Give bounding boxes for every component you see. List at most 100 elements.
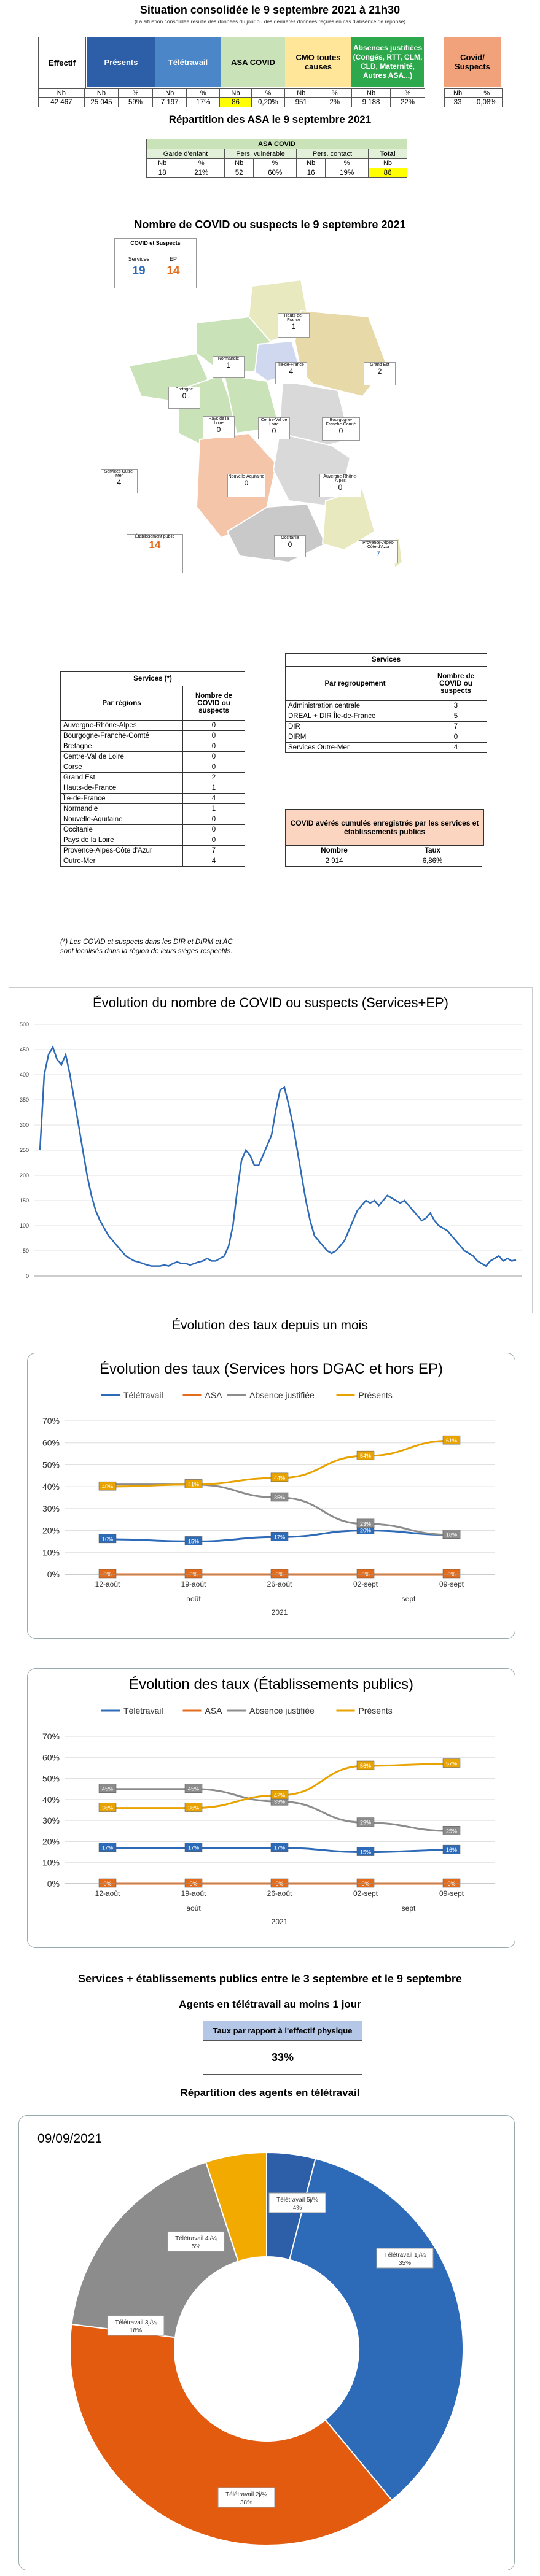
map-box-value: 0	[216, 425, 221, 434]
row-label: Outre-Mer	[60, 856, 183, 867]
data-label-text: 15%	[360, 1849, 371, 1855]
asa-header: ASA COVID	[221, 37, 285, 87]
data-label: 0%	[98, 1569, 117, 1579]
donut-label-text: Télétravail 4j/¼	[175, 2235, 217, 2242]
data-label-box	[356, 1569, 375, 1579]
table-row: DREAL + DIR Île-de-France 5	[285, 711, 487, 722]
taux-section-title: Évolution des taux depuis un mois	[172, 1318, 368, 1332]
cmo-header: CMO toutes causes	[285, 37, 351, 87]
asa-sub: Nb	[368, 158, 407, 168]
summary-table: Effectif Présents Télétravail ASA COVID …	[38, 37, 503, 107]
services-regions-title: Services (*)	[60, 671, 245, 686]
taux-services-title: Évolution des taux (Services hors DGAC e…	[100, 1361, 443, 1377]
data-label-text: 56%	[360, 1763, 371, 1769]
data-label-box	[184, 1784, 203, 1793]
presents-pct: 59%	[118, 97, 153, 107]
table-row: Hauts-de-France 1	[60, 783, 245, 794]
data-label-box	[184, 1878, 203, 1888]
effectif-header: Effectif	[38, 37, 86, 88]
taux-services-panel: Évolution des taux (Services hors DGAC e…	[27, 1353, 515, 1639]
data-label: 45%	[98, 1784, 117, 1793]
asa-pct: 0,20%	[251, 97, 285, 107]
asa-nb: 86	[219, 97, 252, 107]
table-row: Auvergne-Rhône-Alpes 0	[60, 720, 245, 731]
row-value: 0	[182, 824, 245, 835]
services-regions-col1: Par régions	[60, 686, 183, 721]
cumul-title: COVID avérés cumulés enregistrés par les…	[285, 809, 484, 846]
map-box-value: 4	[289, 367, 294, 376]
map-box-label: Pays de la Loire	[208, 417, 229, 425]
row-value: 7	[425, 721, 487, 732]
col-pct: %	[186, 88, 221, 98]
data-label-box	[442, 1844, 461, 1854]
map-box-value: 0	[338, 483, 343, 492]
y-tick-label: 0	[26, 1273, 29, 1279]
teletravail-nb: 7 197	[152, 97, 187, 107]
row-value: 0	[182, 835, 245, 846]
legend-label: Absence justifiée	[249, 1390, 315, 1400]
series-line	[108, 1483, 452, 1536]
row-label: Grand Est	[60, 772, 183, 783]
covid-chart-title: Évolution du nombre de COVID ou suspects…	[93, 995, 448, 1010]
x-group-label: sept	[402, 1595, 416, 1603]
data-label-box	[270, 1492, 289, 1502]
data-label: 0%	[98, 1878, 117, 1888]
data-label-box	[98, 1878, 117, 1888]
table-row: Administration centrale 3	[285, 700, 487, 711]
taux-ep-panel: Évolution des taux (Établissements publi…	[27, 1668, 515, 1948]
donut-label-box	[217, 2487, 275, 2508]
table-row: Pays de la Loire 0	[60, 835, 245, 846]
legend-label: Présents	[359, 1390, 393, 1400]
cumul-v2: 6,86%	[383, 856, 482, 867]
data-label-text: 36%	[188, 1805, 199, 1811]
data-label: 29%	[356, 1817, 375, 1827]
row-label: Bourgogne-Franche-Comté	[60, 730, 183, 741]
row-label: DIR	[285, 721, 425, 732]
row-label: Centre-Val de Loire	[60, 751, 183, 762]
row-label: Pays de la Loire	[60, 835, 183, 846]
row-label: Services Outre-Mer	[285, 742, 425, 753]
data-label-box	[270, 1569, 289, 1579]
asa-value: 16	[295, 168, 326, 178]
table-row: Corse 0	[60, 762, 245, 773]
x-group-label: août	[186, 1595, 201, 1603]
donut-slice	[289, 2157, 464, 2501]
y-tick-label: 40%	[42, 1482, 60, 1491]
y-tick-label: 150	[20, 1197, 29, 1204]
row-value: 4	[182, 856, 245, 867]
table-row: Nouvelle-Aquitaine 0	[60, 814, 245, 825]
donut-slice	[71, 2161, 239, 2338]
data-label-box	[98, 1784, 117, 1793]
data-label: 0%	[442, 1878, 461, 1888]
map-box-auvergne: Auvergne-Rhône-Alpes 0	[319, 474, 361, 497]
row-value: 3	[425, 700, 487, 711]
cmo-pct: 2%	[317, 97, 352, 107]
y-tick-label: 400	[20, 1072, 29, 1078]
data-label-box	[270, 1878, 289, 1888]
data-label: 41%	[184, 1479, 203, 1488]
data-label-box	[98, 1843, 117, 1852]
asa-table-header: ASA COVID	[146, 139, 407, 149]
page-title: Situation consolidée le 9 septembre 2021…	[139, 4, 401, 16]
y-tick-label: 10%	[42, 1547, 60, 1557]
data-label: 0%	[184, 1878, 203, 1888]
services-ep-title: Services + établissements publics entre …	[78, 1973, 462, 1985]
data-label-text: 17%	[102, 1845, 113, 1851]
map-box-label: Nouvelle-Aquitaine	[228, 474, 265, 479]
data-label: 15%	[184, 1536, 203, 1545]
x-tick-label: 09-sept	[439, 1889, 464, 1898]
map-box-nouvelle-aquitaine: Nouvelle-Aquitaine 0	[227, 474, 265, 497]
cumul-col2: Taux	[383, 845, 482, 856]
effectif-value: 42 467	[38, 97, 85, 107]
row-value: 4	[182, 793, 245, 804]
x-tick-label: 12-août	[95, 1580, 120, 1588]
asa-group: Pers. vulnérable	[224, 149, 297, 159]
data-label: 25%	[442, 1826, 461, 1835]
legend-ep-value: 14	[166, 265, 180, 277]
asa-sub: Nb	[224, 158, 254, 168]
absences-nb: 9 188	[351, 97, 391, 107]
y-tick-label: 450	[20, 1046, 29, 1053]
absences-header: Absences justifiées (Congés, RTT, CLM, C…	[351, 37, 424, 87]
map-box-value: 1	[226, 361, 231, 369]
data-label-text: 39%	[274, 1798, 285, 1804]
